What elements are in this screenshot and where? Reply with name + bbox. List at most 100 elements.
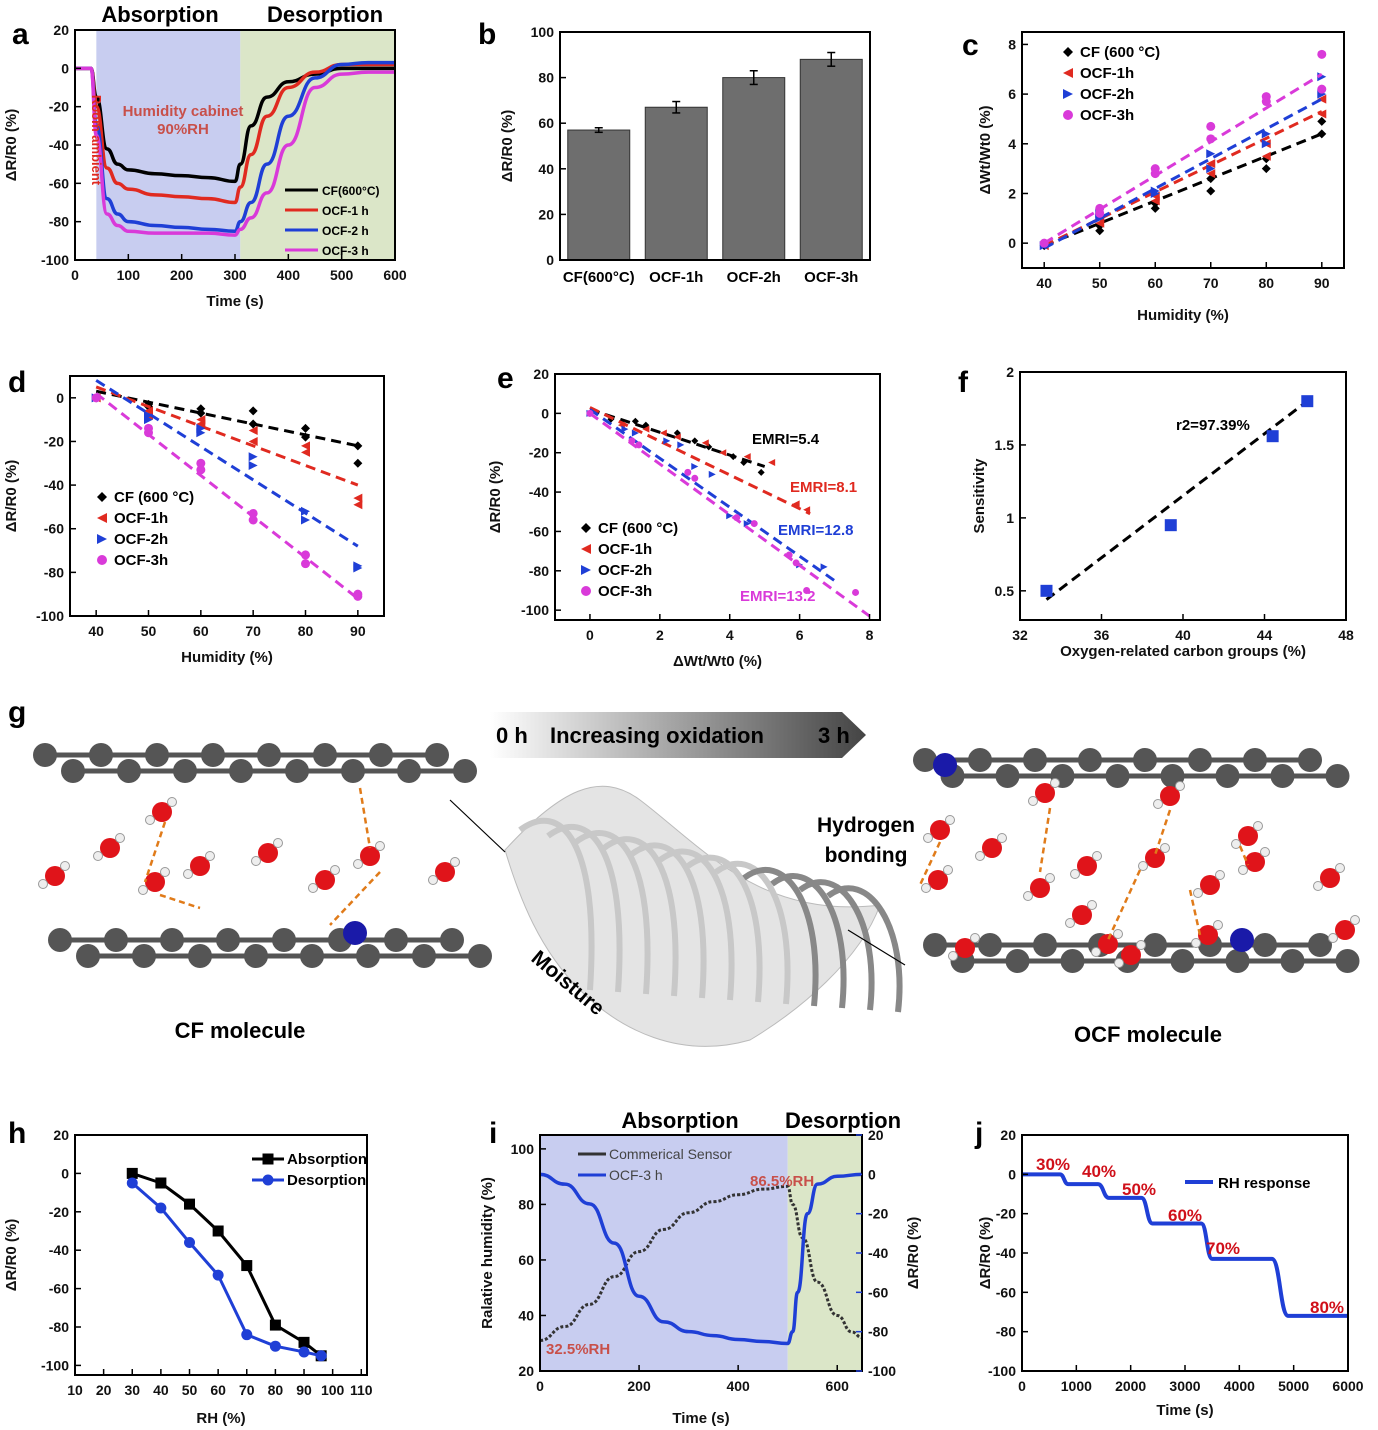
hbond-line-2: bonding [825,844,908,867]
y-tick-label: -20 [49,1204,69,1220]
data-point [803,586,811,594]
x-tick-label: 100 [321,1382,345,1398]
schematic-g: g 0 h Increasing oxidation 3 h Hydrogen bondi… [8,696,1360,1047]
hydrogen-atom [943,865,953,875]
oxygen-atom [1238,826,1258,846]
legend-entry: OCF-3h [598,583,652,600]
axes-d: 40 50 60 70 80 90 0 -20 -40 -60 -80 -100 [36,375,385,639]
x-tick-label: 6000 [1332,1378,1363,1394]
carbon-atom [244,944,268,968]
y-tick-label: -20 [44,433,64,449]
data-point [708,470,716,478]
fit-line-1 [95,385,359,487]
carbon-atom [216,928,240,952]
data-point [743,453,751,461]
absorption-region [96,30,241,260]
data-point [581,565,591,575]
y-tick-label: 40 [538,161,554,177]
pointer-left [449,799,506,853]
plot-frame-b [559,31,871,261]
data-point [241,1329,253,1341]
data-point [691,462,699,470]
data-point [733,514,741,522]
axes-h: 10 20 30 40 50 60 70 80 90 100 110 20 0 -20 -40 -60 -80 -… [41,1127,373,1398]
ocf3-line [539,1172,863,1346]
legend-d: CF (600 °C) OCF-1h OCF-2h OCF-3h [97,489,194,569]
hydrogen-atom [997,833,1007,843]
data-point [301,550,310,560]
oxygen-atom [930,820,950,840]
data-point [684,468,692,476]
carbon-atom [160,928,184,952]
x-tick-label: 8 [866,627,874,643]
carbon-atom [173,759,197,783]
data-point [1063,89,1073,99]
y-tick-label: 1.5 [995,437,1015,453]
ocf-caption: OCF molecule [1074,1022,1222,1047]
step-label: 30% [1036,1155,1070,1174]
data-point [248,460,258,470]
carbon-atom [1308,933,1332,957]
rh-response-line [1022,1172,1348,1318]
x-tick-label: 48 [1338,627,1354,643]
data-point [1206,186,1216,196]
panel-label-d: d [8,366,26,399]
data-point [155,1202,167,1214]
oxygen-atom [190,856,210,876]
y-axis-label: ΔR/R0 (%) [3,109,20,181]
oxygen-atom [152,802,172,822]
carbon-atom [1280,949,1305,973]
y-tick-label: 80 [518,1196,534,1212]
step-label: 50% [1122,1180,1156,1199]
y-tick-label: 20 [53,22,69,38]
data-point [301,506,310,516]
oxygen-atom [45,866,65,886]
fabric-strand [826,885,903,1013]
data-point [248,452,258,462]
oxygen-atom [928,870,948,890]
y2-tick-label: -80 [868,1324,888,1340]
desorption-region [787,1135,862,1371]
oxygen-atom [982,838,1002,858]
hydrogen-atom [93,851,103,861]
hydrogen-bond [1188,889,1202,936]
commercial-sensor-line [539,1184,863,1342]
hydrogen-atom [1335,863,1345,873]
legend-entry: OCF-1h [1080,65,1134,82]
x-tick-label: 40 [153,1382,169,1398]
category-label: OCF-3h [804,269,858,286]
series-line-0 [131,1171,323,1357]
panel-label-j: j [974,1117,983,1150]
x-tick-label: 110 [350,1382,373,1398]
oxygen-atom [1200,875,1220,895]
x-axis-label: Humidity (%) [181,649,273,666]
fabric-strand [714,860,791,1005]
series-line-1 [75,62,395,205]
carbon-atom [369,743,393,767]
fabric-strand [574,830,651,995]
x-axis-label: Time (s) [206,293,263,310]
data-point [301,423,310,433]
hydrogen-atom [450,857,460,867]
y2-tick-label: 0 [868,1166,876,1182]
oxygen-atom [1198,925,1218,945]
y-axis-label: ΔR/R0 (%) [3,1219,20,1291]
hydrogen-atom [138,885,148,895]
data-point [196,408,206,418]
data-point [353,500,363,510]
data-point [726,512,734,520]
axes-j: 0 1000 2000 3000 4000 5000 6000 20 0 -20 -40 -60 -80… [988,1127,1364,1394]
x-tick-label: 70 [245,623,261,639]
fit-line [1045,399,1309,601]
legend-h: Absorption Desorption [252,1151,367,1189]
header-desorption: Desorption [267,2,383,27]
data-point [212,1269,224,1281]
y-tick-label: -60 [996,1284,1016,1300]
hydrogen-atom [1350,915,1360,925]
y2-tick-label: -60 [868,1284,888,1300]
panel-label-g: g [8,696,26,729]
data-point [144,428,153,438]
data-point [1095,226,1105,236]
oxygen-atom [258,843,278,863]
